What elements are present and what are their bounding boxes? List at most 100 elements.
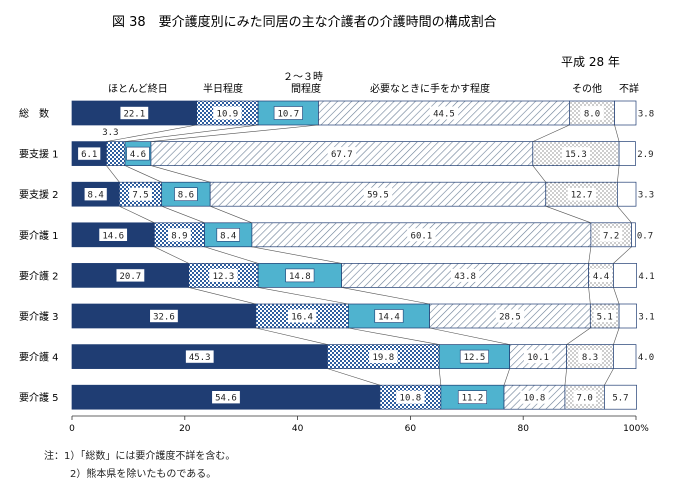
bar-segment — [71, 222, 155, 248]
data-label: 15.3 — [565, 150, 587, 160]
note-1: 注：1）「総数」には要介護度不詳を含む。 — [44, 451, 236, 462]
x-tick-label: 60 — [405, 424, 417, 434]
connector-line — [188, 287, 256, 305]
connector-line — [106, 124, 197, 142]
legend-label-2: ２～３時 — [283, 71, 323, 83]
connector-line — [150, 165, 211, 183]
data-label-box — [573, 390, 597, 404]
data-label: 3.8 — [638, 110, 654, 120]
row-label: 要介護 1 — [19, 229, 59, 242]
row-label: 要介護 2 — [19, 269, 59, 282]
data-label: 6.1 — [81, 150, 97, 160]
data-label: 4.4 — [593, 272, 609, 282]
bar-segment — [614, 100, 637, 126]
data-label: 5.1 — [597, 313, 613, 323]
connector-line — [204, 246, 259, 264]
data-label-box — [119, 106, 149, 120]
data-label-box — [580, 106, 604, 120]
legend-label-4: その他 — [572, 82, 602, 95]
data-label-box — [363, 187, 393, 201]
legend-label-0: ほとんど終日 — [108, 82, 168, 95]
data-label: 28.5 — [499, 313, 521, 323]
note-2: 2）熊本県を除いたものである。 — [70, 469, 217, 480]
data-label: 8.6 — [178, 191, 194, 201]
data-label: 10.8 — [524, 394, 546, 404]
data-label: 45.3 — [189, 353, 211, 363]
connector-line — [566, 327, 591, 345]
legend-label-5: 不詳 — [619, 82, 639, 95]
data-label: 14.6 — [102, 231, 124, 241]
row-label: 総 数 — [19, 107, 49, 120]
x-tick-label: 20 — [179, 424, 191, 434]
x-tick-label: 80 — [517, 424, 529, 434]
data-labels: 22.1 10.9 10.7 44.5 8.0 3.8 6.1 3.3 4.6 67.7 15.3 2… — [77, 106, 655, 405]
bar-segment — [429, 303, 591, 329]
data-label-box — [287, 309, 317, 323]
data-label-box — [593, 309, 617, 323]
connector-line — [617, 206, 632, 223]
connector-line — [210, 205, 253, 224]
data-label: 32.6 — [153, 313, 175, 323]
data-label: 22.1 — [123, 110, 145, 120]
connector-line — [348, 327, 440, 345]
connector-line — [251, 246, 342, 264]
connector-line — [588, 287, 591, 305]
data-label-box — [609, 390, 632, 404]
data-label-box — [396, 390, 425, 404]
data-label-box — [273, 106, 303, 120]
connector-line — [545, 205, 591, 224]
data-label-box — [83, 187, 108, 201]
data-label: 10.7 — [277, 110, 299, 120]
x-tick-label: 40 — [292, 424, 304, 434]
connector-line — [119, 205, 155, 224]
connector-line — [124, 165, 162, 183]
data-label: 7.0 — [577, 394, 593, 404]
data-label: 4.1 — [638, 272, 654, 282]
data-label: 0.7 — [637, 231, 653, 241]
x-tick-label: 100% — [623, 424, 649, 434]
connector-line — [258, 287, 349, 305]
bar-segment — [618, 303, 637, 329]
connector-line — [588, 246, 592, 264]
data-label-box — [407, 228, 436, 242]
data-label: 8.3 — [582, 353, 598, 363]
data-label-box — [213, 106, 242, 120]
data-label: 19.8 — [372, 353, 394, 363]
bar-segment — [618, 141, 636, 166]
connector-line — [613, 246, 632, 264]
data-label-box — [168, 228, 191, 242]
connector-line — [532, 165, 546, 183]
data-label: 3.3 — [638, 191, 654, 201]
data-label: 8.0 — [584, 110, 600, 120]
data-label-box — [209, 268, 238, 282]
x-axis: 0 20 40 60 80 100% — [69, 415, 649, 434]
connector-line — [124, 124, 259, 142]
connector-line — [429, 327, 510, 345]
legend-label-3: 必要なときに手をかす程度 — [370, 82, 490, 95]
connector-line — [613, 287, 620, 305]
x-tick-label: 0 — [69, 424, 75, 434]
connector-line — [255, 327, 328, 345]
data-label-box — [578, 350, 602, 364]
data-label: 10.1 — [527, 353, 549, 363]
data-label-box — [567, 187, 596, 201]
connector-line — [150, 124, 319, 142]
data-label-box — [185, 349, 215, 364]
data-label-box — [77, 146, 101, 161]
data-label: 16.4 — [291, 313, 313, 323]
data-label: 8.9 — [171, 231, 187, 241]
data-label: 7.2 — [603, 231, 619, 241]
data-label: 12.7 — [571, 191, 593, 201]
connector-line — [154, 246, 189, 264]
data-label-box — [561, 147, 591, 161]
connector-line — [617, 165, 620, 183]
data-label-box — [457, 390, 487, 405]
data-label: 12.5 — [464, 353, 486, 363]
connector-line — [341, 287, 430, 305]
connector-line — [564, 368, 567, 386]
data-label: 10.8 — [400, 394, 422, 404]
connector-line — [604, 368, 614, 386]
data-label: 4.0 — [638, 353, 654, 363]
